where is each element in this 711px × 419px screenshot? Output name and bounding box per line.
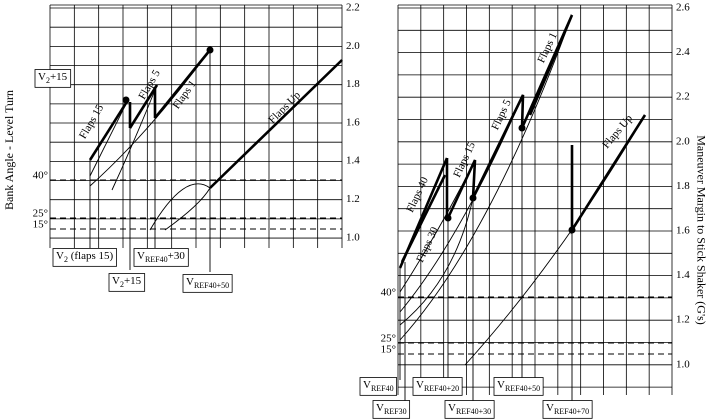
label-part: +15: [124, 275, 142, 287]
y-tick-label: 1.2: [346, 193, 360, 205]
label-part: V: [363, 379, 371, 391]
label-box: [372, 400, 411, 419]
label-box: [542, 400, 593, 419]
y-tick-label: 1.0: [676, 358, 690, 370]
label-part: REF40+50: [505, 384, 540, 393]
label-box: [108, 273, 146, 292]
axis-label: Bank Angle - Level Turn: [2, 90, 16, 210]
axis-label: Maneuver Margin to Stick Shaker (G's): [694, 135, 708, 325]
label-part: V: [186, 276, 194, 288]
label-part: V: [546, 402, 554, 414]
label-part: REF40+20: [424, 384, 459, 393]
bank-label: 40°: [381, 287, 396, 299]
label-part: REF40+50: [194, 281, 229, 290]
label-box: [493, 377, 544, 396]
bank-label: 25°: [33, 208, 48, 220]
y-tick-label: 2.2: [346, 2, 360, 14]
y-tick-label: 1.4: [676, 269, 690, 281]
label-box: [359, 377, 398, 396]
y-tick-label: 1.2: [676, 314, 690, 326]
label-part: REF40: [145, 255, 168, 264]
label-box: [444, 400, 495, 419]
grid: [49, 4, 343, 248]
speed-label: VREF40+20: [416, 379, 459, 394]
label-box: [52, 248, 117, 267]
y-tick-label: 2.0: [346, 40, 360, 52]
label-part: +30: [168, 250, 186, 262]
label-part: 2: [64, 255, 68, 264]
y-tick-label: 1.4: [346, 155, 360, 167]
speed-label: V2 (flaps 15): [56, 250, 113, 265]
y-tick-label: 1.6: [346, 116, 360, 128]
left-curves: [88, 46, 343, 272]
speed-label: VREF40+50: [497, 379, 540, 394]
y-tick-label: 1.8: [676, 180, 690, 192]
label-part: V: [56, 250, 64, 262]
speed-label: VREF40+70: [546, 402, 589, 417]
curve-label: Flaps Up: [266, 89, 303, 126]
speed-label: VREF40+50: [186, 276, 229, 291]
bank-label: 25°: [381, 333, 396, 345]
label-part: V: [448, 402, 456, 414]
label-part: 2: [120, 280, 124, 289]
label-part: V: [497, 379, 505, 391]
label-part: V: [38, 71, 46, 83]
curve-label: Flaps 5: [489, 97, 514, 132]
bank-label: 40°: [33, 170, 48, 182]
y-tick-label: 2.6: [676, 2, 690, 14]
speed-label: V2+15: [112, 275, 142, 290]
curve-label: Flaps Up: [600, 112, 635, 151]
label-part: V: [112, 275, 120, 287]
label-part: V: [416, 379, 424, 391]
label-part: (flaps 15): [68, 250, 114, 262]
bank-label: 15°: [381, 344, 396, 356]
label-part: REF40+30: [456, 407, 491, 416]
y-tick-label: 2.4: [676, 46, 690, 58]
label-part: REF40: [371, 384, 394, 393]
label-part: V: [376, 402, 384, 414]
label-part: +15: [50, 71, 68, 83]
label-part: 2: [46, 76, 50, 85]
y-tick-label: 1.0: [346, 231, 360, 243]
speed-label: VREF30: [376, 402, 407, 417]
speed-label: VREF40+30: [137, 250, 185, 265]
label-box: [182, 274, 233, 293]
label-part: REF40+70: [554, 407, 589, 416]
speed-label: VREF40+30: [448, 402, 491, 417]
label-box: [34, 69, 72, 88]
bank-label: 15°: [33, 219, 48, 231]
curve-label: Flaps 15: [77, 102, 106, 141]
speed-label: V2+15: [38, 71, 68, 86]
right-curves: [398, 14, 647, 405]
label-box: [133, 248, 189, 267]
y-tick-label: 2.2: [676, 91, 690, 103]
label-box: [412, 377, 463, 396]
y-tick-label: 2.0: [676, 135, 690, 147]
y-tick-label: 1.8: [346, 78, 360, 90]
y-tick-label: 1.6: [676, 225, 690, 237]
label-part: V: [137, 250, 145, 262]
label-part: REF30: [384, 407, 407, 416]
grid: [397, 4, 673, 395]
speed-label: VREF40: [363, 379, 394, 394]
